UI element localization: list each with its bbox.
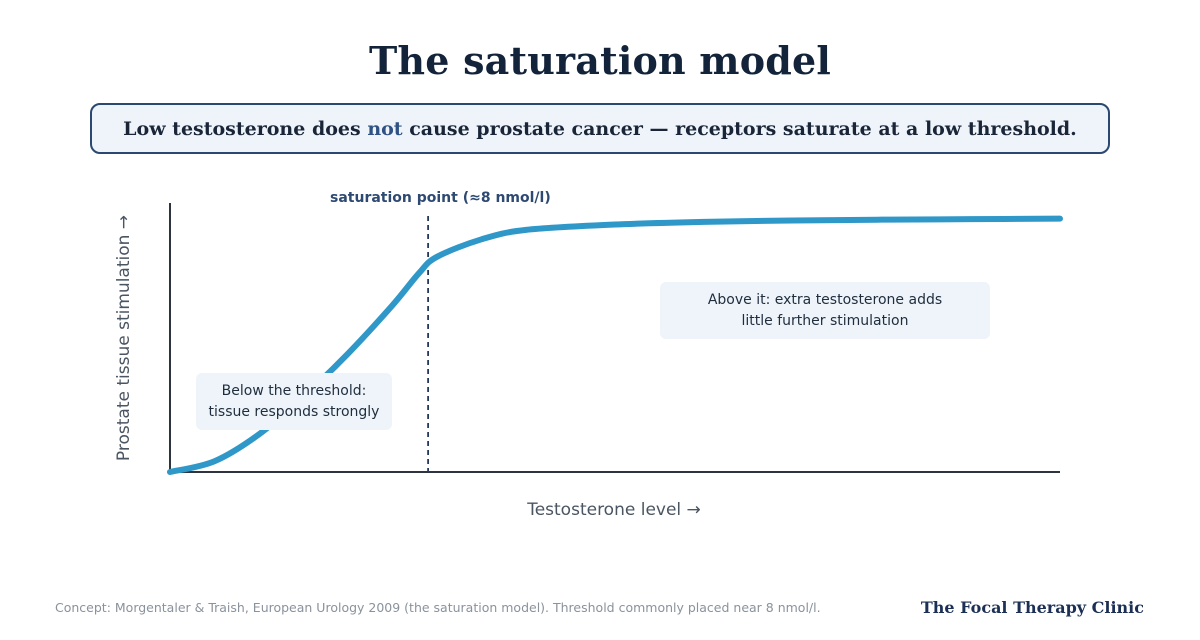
above-threshold-callout: Above it: extra testosterone adds little…: [660, 282, 990, 339]
above-threshold-line-1: Above it: extra testosterone adds: [707, 291, 943, 308]
key-message-part-1: Low testosterone does: [123, 117, 368, 140]
source-note: Concept: Morgentaler & Traish, European …: [55, 600, 821, 615]
key-message-part-2: cause prostate cancer — receptors satura…: [402, 117, 1077, 140]
x-axis-label: Testosterone level →: [527, 500, 701, 520]
clinic-brand: The Focal Therapy Clinic: [920, 598, 1144, 617]
below-threshold-line-2: tissue responds strongly: [208, 403, 380, 420]
below-threshold-callout: Below the threshold: tissue responds str…: [196, 373, 392, 430]
above-threshold-line-2: little further stimulation: [741, 312, 909, 329]
below-threshold-line-1: Below the threshold:: [221, 382, 367, 399]
saturation-point-label: saturation point (≈8 nmol/l): [330, 190, 551, 206]
y-axis-label: Prostate tissue stimulation →: [114, 214, 134, 462]
chart-title: The saturation model: [368, 38, 832, 83]
stimulation-curve: [167, 215, 1063, 475]
key-message-box: Low testosterone does not cause prostate…: [90, 103, 1110, 154]
key-message-emphasis: not: [367, 117, 403, 140]
